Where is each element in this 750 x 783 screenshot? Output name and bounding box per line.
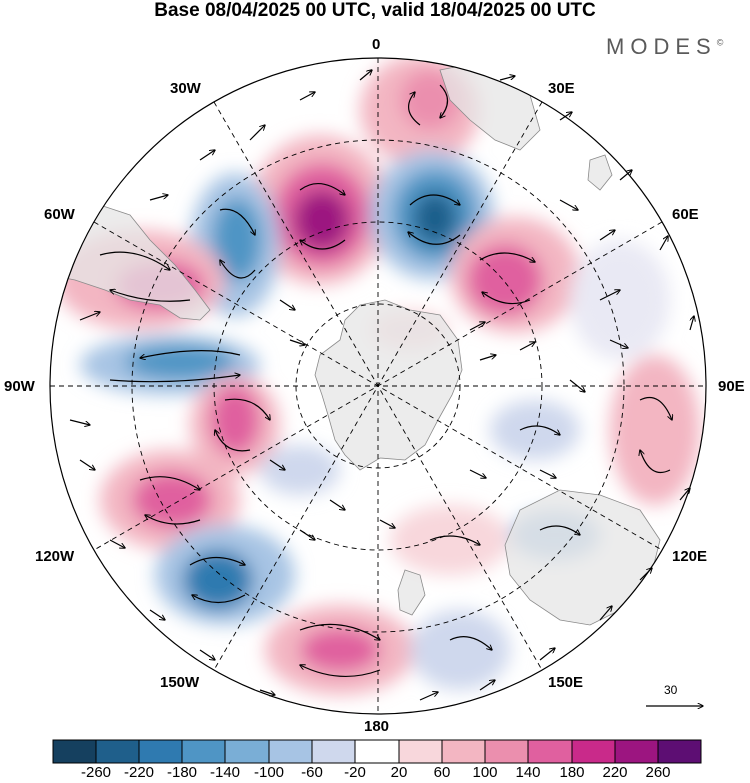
antarctica-outline <box>314 299 463 471</box>
colorbar-tick: -220 <box>123 764 155 781</box>
reference-vector-label: 30 <box>664 683 678 697</box>
colorbar <box>52 739 702 764</box>
colorbar-tick: 20 <box>390 764 408 781</box>
brand-name: MODES <box>606 34 717 59</box>
map-title: Base 08/04/2025 00 UTC, valid 18/04/2025… <box>154 0 596 21</box>
colorbar-tick: -60 <box>301 764 323 781</box>
wind-vectors <box>69 70 694 701</box>
lon-label-30e: 30E <box>548 80 575 97</box>
colorbar-tick: 220 <box>602 764 628 781</box>
colorbar-tick: 60 <box>433 764 451 781</box>
colorbar-tick-labels: -260 -220 -180 -140 -100 -60 -20 20 60 1… <box>0 764 750 782</box>
colorbar-swatch <box>96 740 139 763</box>
graticule <box>50 58 706 714</box>
brand-copyright-mark: © <box>716 37 724 48</box>
south-america-outline <box>50 204 211 321</box>
colorbar-swatch <box>355 740 399 763</box>
colorbar-swatch <box>182 740 225 763</box>
colorbar-swatch <box>139 740 182 763</box>
anomaly-field <box>50 58 706 714</box>
lon-label-0: 0 <box>372 36 381 53</box>
geopotential-anomaly-shading <box>55 58 700 695</box>
colorbar-swatch <box>225 740 269 763</box>
colorbar-swatch <box>269 740 312 763</box>
colorbar-tick: -180 <box>166 764 198 781</box>
colorbar-tick: -140 <box>209 764 241 781</box>
colorbar-swatch <box>658 740 701 763</box>
madagascar-outline <box>587 154 613 191</box>
lon-label-60w: 60W <box>44 206 75 223</box>
land-masses <box>50 59 661 626</box>
map-boundary <box>49 57 707 715</box>
colorbar-swatch <box>442 740 485 763</box>
lon-label-120w: 120W <box>35 548 75 565</box>
colorbar-tick: 180 <box>559 764 585 781</box>
colorbar-tick: -20 <box>344 764 366 781</box>
colorbar-swatch <box>399 740 442 763</box>
colorbar-tick: -260 <box>80 764 112 781</box>
colorbar-swatch <box>312 740 355 763</box>
lon-label-150w: 150W <box>160 674 200 691</box>
colorbar-tick: 140 <box>515 764 541 781</box>
colorbar-swatch <box>572 740 615 763</box>
lon-label-180: 180 <box>364 718 390 735</box>
brand-logo: MODES© <box>606 34 723 60</box>
colorbar-tick: 100 <box>472 764 498 781</box>
lon-label-90e: 90E <box>718 378 745 395</box>
lon-label-60e: 60E <box>672 206 699 223</box>
colorbar-swatch <box>53 740 96 763</box>
lon-label-120e: 120E <box>672 548 708 565</box>
colorbar-tick: -100 <box>253 764 285 781</box>
lon-label-90w: 90W <box>4 378 35 395</box>
colorbar-swatch <box>615 740 658 763</box>
colorbar-tick: 260 <box>645 764 671 781</box>
colorbar-swatch <box>528 740 572 763</box>
colorbar-swatch <box>485 740 528 763</box>
lon-label-150e: 150E <box>548 674 584 691</box>
lon-label-30w: 30W <box>170 80 201 97</box>
new-zealand-outline <box>397 569 426 616</box>
